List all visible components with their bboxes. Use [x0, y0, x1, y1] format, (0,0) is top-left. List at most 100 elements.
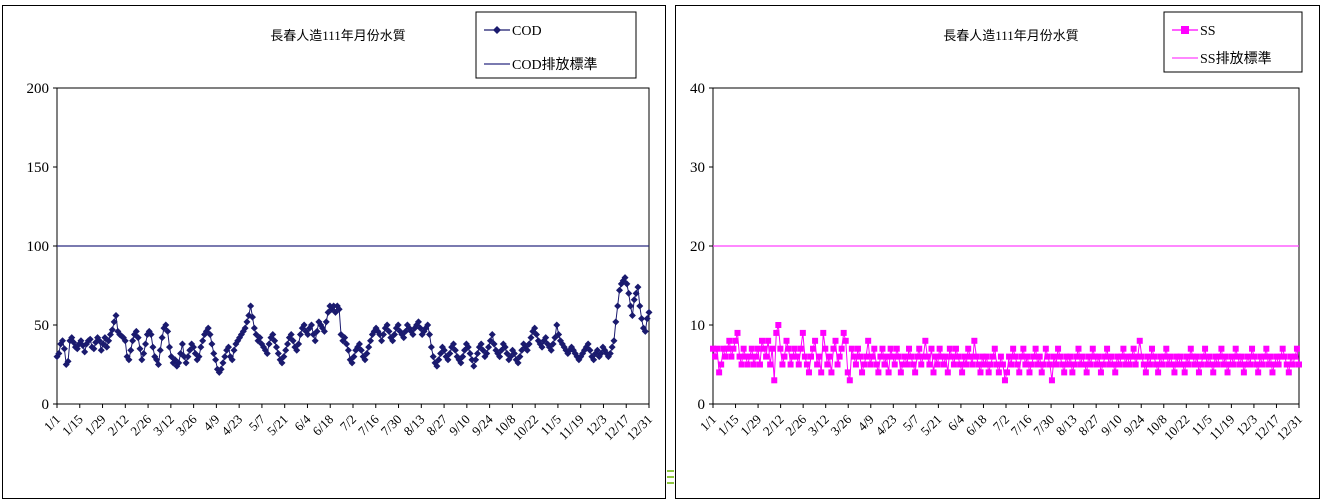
data-point	[799, 329, 806, 336]
data-point	[826, 353, 833, 360]
data-point	[1206, 353, 1213, 360]
data-point	[946, 345, 953, 352]
data-point	[1116, 361, 1123, 368]
data-point	[1018, 353, 1025, 360]
data-point	[523, 346, 531, 354]
data-point	[746, 353, 753, 360]
data-point	[1026, 369, 1033, 376]
data-point	[1224, 369, 1231, 376]
data-point	[254, 337, 262, 345]
data-point	[210, 349, 218, 357]
data-point	[1273, 353, 1280, 360]
data-point	[955, 353, 962, 360]
data-point	[920, 353, 927, 360]
y-tick-label: 20	[690, 239, 705, 255]
data-point	[473, 349, 481, 357]
data-point	[1218, 345, 1225, 352]
data-point	[60, 345, 68, 353]
data-point	[154, 361, 162, 368]
x-tick-label: 4/23	[872, 412, 899, 439]
data-point	[1204, 361, 1211, 368]
x-tick-label: 12/31	[1274, 412, 1306, 444]
data-point	[623, 280, 631, 288]
data-point	[243, 318, 251, 326]
data-point	[295, 340, 303, 348]
data-point	[763, 353, 770, 360]
data-point	[97, 346, 105, 354]
x-tick-label: 2/26	[127, 411, 154, 438]
data-point	[1255, 369, 1262, 376]
data-point	[1110, 361, 1117, 368]
data-point	[885, 369, 892, 376]
data-point	[1179, 361, 1186, 368]
data-point	[932, 353, 939, 360]
data-point	[822, 345, 829, 352]
data-point	[1122, 361, 1129, 368]
data-point	[1222, 353, 1229, 360]
data-point	[348, 359, 356, 367]
data-point	[1271, 361, 1278, 368]
data-point	[197, 343, 205, 351]
data-point	[887, 345, 894, 352]
data-point	[256, 334, 264, 342]
data-point	[1067, 353, 1074, 360]
data-point	[961, 353, 968, 360]
data-point	[1126, 361, 1133, 368]
data-point	[997, 353, 1004, 360]
data-point	[756, 361, 763, 368]
data-point	[1124, 353, 1131, 360]
data-point	[1042, 345, 1049, 352]
data-point	[869, 353, 876, 360]
data-point	[446, 349, 454, 357]
data-point	[1112, 369, 1119, 376]
data-point	[378, 337, 386, 345]
data-point	[863, 353, 870, 360]
data-point	[140, 349, 148, 357]
x-tick-label: 7/30	[378, 412, 405, 439]
data-point	[1263, 345, 1270, 352]
data-point	[1057, 353, 1064, 360]
data-point	[834, 361, 841, 368]
data-point	[538, 343, 546, 351]
data-point	[219, 359, 227, 367]
data-point	[496, 353, 504, 361]
data-point	[969, 361, 976, 368]
data-point	[744, 361, 751, 368]
data-point	[779, 361, 786, 368]
data-point	[761, 345, 768, 352]
data-point	[289, 337, 297, 345]
data-point	[208, 340, 216, 348]
data-point	[944, 369, 951, 376]
x-tick-label: 7/16	[1008, 411, 1035, 438]
data-point	[464, 343, 472, 351]
data-point	[859, 369, 866, 376]
y-tick-label: 150	[27, 160, 50, 176]
data-point	[1261, 353, 1268, 360]
data-point	[936, 345, 943, 352]
data-point	[55, 349, 63, 357]
data-point	[948, 353, 955, 360]
data-point	[1220, 361, 1227, 368]
data-point	[400, 334, 408, 342]
data-point	[125, 356, 133, 364]
data-point	[791, 345, 798, 352]
data-point	[781, 353, 788, 360]
data-point	[363, 349, 371, 357]
data-point	[138, 356, 146, 364]
data-point	[1093, 361, 1100, 368]
data-point	[1106, 361, 1113, 368]
data-point	[765, 337, 772, 344]
data-point	[881, 361, 888, 368]
data-point	[922, 337, 929, 344]
data-point	[1024, 353, 1031, 360]
y-tick-label: 40	[690, 81, 705, 97]
data-point	[1202, 345, 1209, 352]
data-point	[1006, 353, 1013, 360]
data-point	[742, 353, 749, 360]
data-point	[1283, 361, 1290, 368]
data-point	[614, 302, 622, 310]
data-point	[164, 327, 172, 335]
data-point	[1108, 353, 1115, 360]
x-tick-label: 1/15	[715, 412, 742, 439]
data-point	[1004, 369, 1011, 376]
